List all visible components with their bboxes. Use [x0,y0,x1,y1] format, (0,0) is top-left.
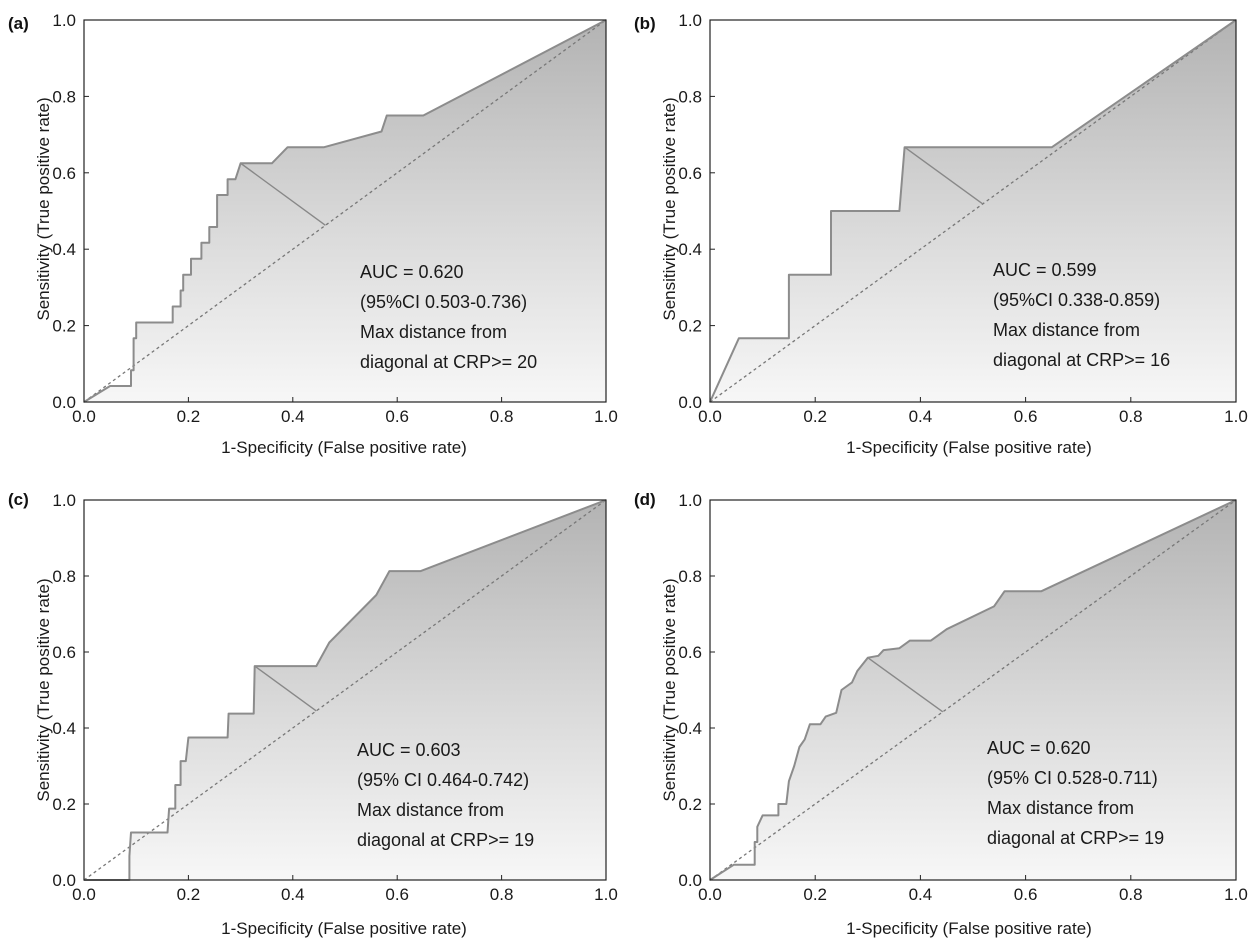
y-tick-label: 0.4 [678,719,702,738]
x-axis-label: 1-Specificity (False positive rate) [846,919,1092,938]
y-axis-label: Sensitivity (True positive rate) [34,578,53,801]
x-axis-label: 1-Specificity (False positive rate) [221,919,467,938]
auc-shaded-area [84,500,606,880]
auc-annotation-line: (95% CI 0.528-0.711) [987,768,1158,788]
y-tick-label: 1.0 [52,491,76,510]
auc-annotation-line: diagonal at CRP>= 19 [357,830,534,850]
panel-c: (c) Sensitivity (True positive rate) 1-S… [8,490,618,938]
panel-b: (b) Sensitivity (True positive rate) 1-S… [634,11,1248,457]
y-tick-label: 0.0 [678,393,702,412]
y-tick-label: 0.2 [678,317,702,336]
x-tick-label: 0.8 [490,407,514,426]
y-tick-label: 0.4 [678,240,702,259]
x-tick-label: 1.0 [594,407,618,426]
auc-annotation-line: Max distance from [360,322,507,342]
x-tick-label: 0.0 [698,407,722,426]
panel-label: (a) [8,14,29,33]
y-tick-label: 0.2 [52,317,76,336]
x-tick-label: 1.0 [1224,885,1248,904]
auc-annotation-line: diagonal at CRP>= 20 [360,352,537,372]
auc-annotation-line: Max distance from [987,798,1134,818]
auc-annotation-line: Max distance from [993,320,1140,340]
x-tick-label: 0.6 [385,407,409,426]
y-axis-label: Sensitivity (True positive rate) [34,97,53,320]
panel-label: (b) [634,14,656,33]
y-tick-label: 0.6 [52,164,76,183]
x-tick-label: 0.0 [698,885,722,904]
auc-annotation-line: (95%CI 0.338-0.859) [993,290,1160,310]
y-tick-label: 1.0 [678,11,702,30]
max-distance-line [867,657,944,713]
y-tick-label: 0.4 [52,719,76,738]
roc-curve [84,499,607,881]
x-tick-label: 0.4 [909,885,933,904]
y-tick-label: 0.8 [52,87,76,106]
x-tick-label: 0.4 [909,407,933,426]
auc-annotation-line: Max distance from [357,800,504,820]
x-tick-label: 0.8 [1119,407,1143,426]
x-tick-label: 0.2 [177,885,201,904]
y-axis-label: Sensitivity (True positive rate) [660,97,679,320]
plot-frame [83,499,607,881]
auc-annotation-line: AUC = 0.599 [993,260,1097,280]
y-tick-label: 0.6 [52,643,76,662]
x-tick-label: 1.0 [594,885,618,904]
reference-diagonal [709,19,1237,403]
y-tick-label: 0.2 [678,795,702,814]
x-tick-label: 0.2 [803,407,827,426]
auc-annotation-line: diagonal at CRP>= 19 [987,828,1164,848]
auc-annotation-line: (95% CI 0.464-0.742) [357,770,529,790]
x-tick-label: 0.2 [177,407,201,426]
panel-d: (d) Sensitivity (True positive rate) 1-S… [634,490,1248,938]
x-tick-label: 0.6 [1014,407,1038,426]
y-tick-label: 1.0 [52,11,76,30]
x-tick-label: 0.2 [803,885,827,904]
auc-annotation-line: AUC = 0.620 [360,262,464,282]
x-axis-label: 1-Specificity (False positive rate) [221,438,467,457]
y-tick-label: 0.6 [678,164,702,183]
roc-curve [709,499,1237,881]
y-axis-label: Sensitivity (True positive rate) [660,578,679,801]
panel-label: (c) [8,490,29,509]
y-tick-label: 0.0 [678,871,702,890]
auc-annotation-line: (95%CI 0.503-0.736) [360,292,527,312]
reference-diagonal [709,499,1237,881]
max-distance-line [240,162,326,226]
y-tick-label: 0.2 [52,795,76,814]
y-tick-label: 0.4 [52,240,76,259]
panel-a: (a) Sensitivity (True positive rate) 1-S… [8,11,618,457]
x-tick-label: 0.0 [72,407,96,426]
auc-annotation-line: AUC = 0.620 [987,738,1091,758]
y-tick-label: 0.0 [52,871,76,890]
y-tick-label: 0.8 [52,567,76,586]
auc-shaded-area [84,20,606,402]
auc-annotation-line: AUC = 0.603 [357,740,461,760]
x-tick-label: 0.8 [1119,885,1143,904]
x-tick-label: 0.8 [490,885,514,904]
x-tick-label: 0.4 [281,407,305,426]
plot-frame [83,19,607,403]
x-tick-label: 0.4 [281,885,305,904]
x-tick-label: 0.6 [385,885,409,904]
roc-curve [83,19,607,403]
auc-annotation-line: diagonal at CRP>= 16 [993,350,1170,370]
panel-label: (d) [634,490,656,509]
x-tick-label: 1.0 [1224,407,1248,426]
y-tick-label: 0.8 [678,567,702,586]
y-tick-label: 0.8 [678,87,702,106]
y-tick-label: 1.0 [678,491,702,510]
max-distance-line [904,146,984,205]
x-axis-label: 1-Specificity (False positive rate) [846,438,1092,457]
roc-curve [709,19,1237,403]
plot-frame [709,499,1237,881]
y-tick-label: 0.6 [678,643,702,662]
plot-frame [709,19,1237,403]
y-tick-label: 0.0 [52,393,76,412]
max-distance-line [254,665,317,712]
x-tick-label: 0.6 [1014,885,1038,904]
x-tick-label: 0.0 [72,885,96,904]
